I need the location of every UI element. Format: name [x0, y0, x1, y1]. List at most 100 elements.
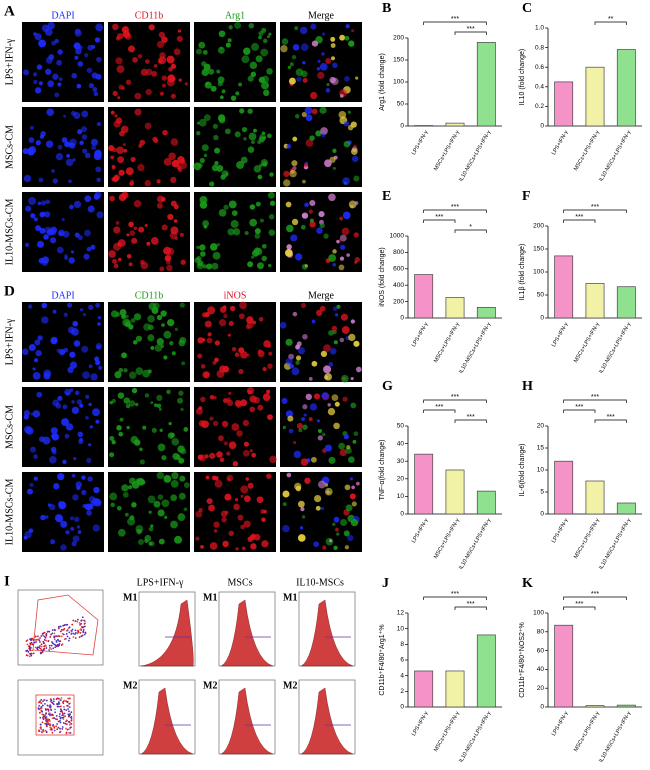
cell: [83, 504, 87, 508]
cell: [201, 364, 206, 369]
y-tick-label: 150: [533, 246, 544, 253]
row-label: M2: [203, 680, 217, 691]
cell: [183, 427, 188, 432]
event: [59, 720, 61, 722]
bar: [586, 284, 604, 319]
cell: [139, 447, 143, 451]
bar: [415, 671, 433, 707]
event: [65, 700, 67, 702]
event: [65, 733, 67, 735]
cell: [235, 131, 241, 137]
cell: [36, 350, 42, 356]
cell: [332, 263, 335, 266]
cell: [171, 94, 176, 99]
bar: [555, 625, 573, 707]
cell: [29, 137, 35, 143]
cell: [119, 85, 124, 90]
cell: [33, 372, 41, 380]
cell: [286, 202, 292, 208]
cell: [151, 71, 157, 77]
panel-letter: H: [522, 379, 533, 394]
cell: [344, 141, 351, 148]
cell: [57, 473, 64, 480]
cell: [166, 265, 172, 271]
cell: [41, 200, 46, 205]
event: [67, 698, 69, 700]
cell: [249, 133, 257, 141]
event: [43, 718, 45, 720]
cell: [171, 472, 178, 479]
cell: [228, 334, 231, 337]
event: [43, 699, 45, 701]
cell: [325, 58, 331, 64]
column-label: Merge: [308, 10, 334, 21]
cell: [214, 148, 220, 154]
cell: [124, 397, 130, 403]
cell: [113, 91, 118, 96]
cell: [206, 476, 210, 480]
cell: [327, 403, 330, 406]
cell: [33, 80, 37, 84]
cell: [131, 318, 136, 323]
cell: [229, 321, 234, 326]
event: [69, 724, 71, 726]
cell: [56, 153, 63, 160]
cell: [118, 392, 124, 398]
cell: [317, 419, 320, 422]
cell: [314, 495, 321, 502]
cell: [295, 253, 302, 260]
cell: [243, 420, 249, 426]
cell: [129, 515, 134, 520]
cell: [166, 390, 171, 395]
cell: [285, 249, 293, 257]
cell: [314, 393, 320, 399]
event: [68, 631, 70, 633]
cell: [321, 507, 324, 510]
cell: [300, 27, 308, 35]
cell: [160, 92, 164, 96]
event: [61, 630, 63, 632]
event: [82, 630, 84, 632]
cell: [282, 490, 289, 497]
event: [39, 712, 41, 714]
cell: [148, 369, 152, 373]
event: [79, 622, 81, 624]
event: [38, 702, 40, 704]
cell: [231, 96, 236, 101]
cell: [141, 480, 146, 485]
cell: [134, 227, 137, 230]
cell: [111, 440, 115, 444]
cell: [33, 410, 40, 417]
cell: [179, 493, 186, 500]
event: [69, 626, 71, 628]
cell: [39, 436, 45, 442]
significance-label: ***: [591, 394, 599, 401]
event: [47, 631, 49, 633]
event: [63, 722, 65, 724]
cell: [113, 226, 120, 233]
y-tick-label: 0: [400, 315, 404, 322]
cell: [88, 305, 93, 310]
cell: [339, 265, 345, 271]
cell: [66, 154, 70, 158]
cell: [126, 404, 131, 409]
bar: [617, 50, 635, 126]
cell: [350, 477, 353, 480]
event: [63, 709, 65, 711]
cell: [77, 129, 82, 134]
cell: [244, 442, 249, 447]
cell: [320, 223, 325, 228]
cell: [298, 347, 305, 354]
x-tick-label: MSCs+LPS+IFN-γ: [433, 711, 461, 753]
cell: [245, 231, 249, 235]
cell: [97, 322, 101, 326]
cell: [51, 434, 55, 438]
cell: [41, 303, 47, 309]
cell: [143, 323, 151, 331]
cell: [234, 22, 241, 29]
event: [54, 646, 56, 648]
cell: [53, 483, 59, 489]
bar: [617, 287, 635, 318]
cell: [118, 258, 121, 261]
significance-label: ***: [591, 591, 599, 598]
